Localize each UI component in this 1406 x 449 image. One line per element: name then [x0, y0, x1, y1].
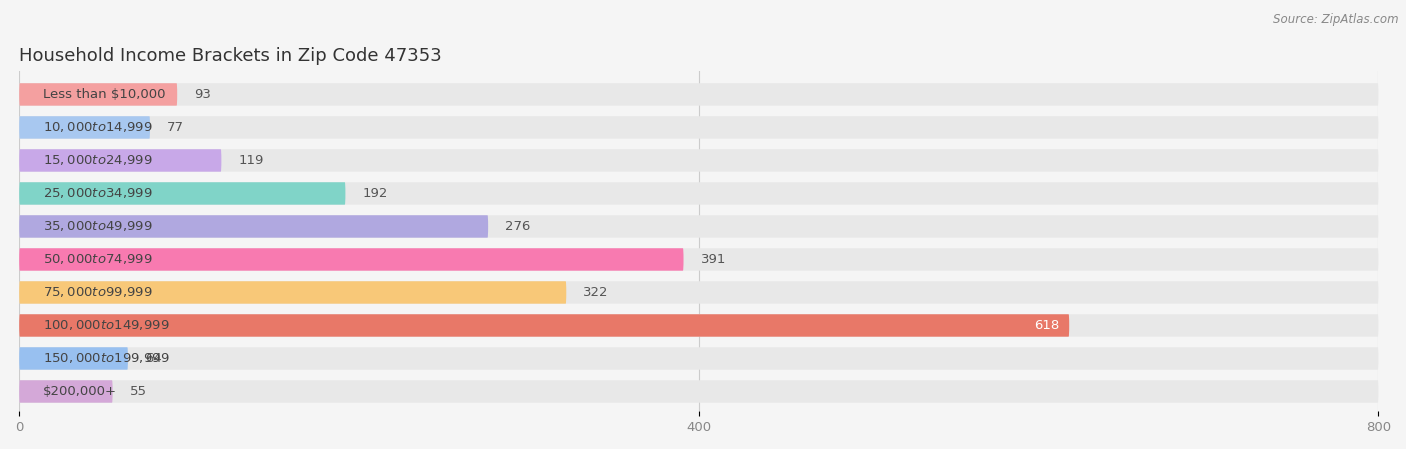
FancyBboxPatch shape [20, 215, 1378, 238]
Text: $200,000+: $200,000+ [44, 385, 117, 398]
FancyBboxPatch shape [20, 314, 1378, 337]
Text: 64: 64 [145, 352, 162, 365]
FancyBboxPatch shape [20, 347, 128, 370]
Text: 618: 618 [1033, 319, 1059, 332]
FancyBboxPatch shape [20, 83, 177, 106]
Text: $10,000 to $14,999: $10,000 to $14,999 [44, 120, 153, 134]
FancyBboxPatch shape [20, 248, 1378, 271]
FancyBboxPatch shape [20, 116, 150, 139]
FancyBboxPatch shape [20, 116, 1378, 139]
Text: 192: 192 [363, 187, 388, 200]
FancyBboxPatch shape [20, 347, 1378, 370]
Text: 119: 119 [239, 154, 264, 167]
FancyBboxPatch shape [20, 215, 488, 238]
FancyBboxPatch shape [20, 248, 683, 271]
Text: 77: 77 [167, 121, 184, 134]
Text: $150,000 to $199,999: $150,000 to $199,999 [44, 352, 170, 365]
Text: $100,000 to $149,999: $100,000 to $149,999 [44, 318, 170, 332]
FancyBboxPatch shape [20, 281, 567, 304]
Text: 276: 276 [505, 220, 530, 233]
Text: 322: 322 [583, 286, 609, 299]
FancyBboxPatch shape [20, 380, 112, 403]
Text: 93: 93 [194, 88, 211, 101]
Text: $75,000 to $99,999: $75,000 to $99,999 [44, 286, 153, 299]
Text: 55: 55 [129, 385, 146, 398]
FancyBboxPatch shape [20, 380, 1378, 403]
FancyBboxPatch shape [20, 281, 1378, 304]
Text: Household Income Brackets in Zip Code 47353: Household Income Brackets in Zip Code 47… [20, 47, 441, 65]
Text: $15,000 to $24,999: $15,000 to $24,999 [44, 154, 153, 167]
FancyBboxPatch shape [20, 182, 346, 205]
FancyBboxPatch shape [20, 182, 1378, 205]
Text: Less than $10,000: Less than $10,000 [44, 88, 166, 101]
FancyBboxPatch shape [20, 83, 1378, 106]
Text: Source: ZipAtlas.com: Source: ZipAtlas.com [1274, 13, 1399, 26]
FancyBboxPatch shape [20, 149, 1378, 172]
FancyBboxPatch shape [20, 149, 221, 172]
Text: $35,000 to $49,999: $35,000 to $49,999 [44, 220, 153, 233]
Text: 391: 391 [700, 253, 725, 266]
Text: $25,000 to $34,999: $25,000 to $34,999 [44, 186, 153, 200]
FancyBboxPatch shape [20, 314, 1069, 337]
Text: $50,000 to $74,999: $50,000 to $74,999 [44, 252, 153, 266]
